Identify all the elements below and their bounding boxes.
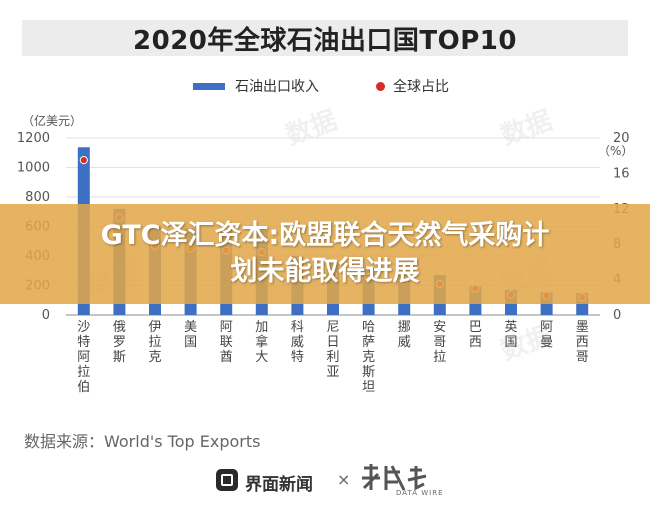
category-label-char: 阿: [77, 350, 90, 365]
legend: 石油出口收入 全球占比: [0, 74, 650, 96]
category-label: 伊拉克: [148, 320, 161, 365]
category-label: 巴西: [469, 320, 482, 350]
category-label-char: 巴: [469, 320, 482, 335]
category-label-char: 大: [255, 350, 268, 365]
category-label-char: 拉: [148, 335, 161, 350]
chart-title: 2020年全球石油出口国TOP10: [22, 20, 628, 56]
share-dot: [79, 156, 88, 165]
banner-text: GTC泽汇资本:欧盟联合天然气采购计 划未能取得进展: [25, 218, 625, 290]
headline-banner: GTC泽汇资本:欧盟联合天然气采购计 划未能取得进展: [0, 204, 650, 304]
category-label-char: 尼: [326, 320, 339, 335]
category-label-char: 阿: [540, 320, 553, 335]
category-label-char: 坦: [362, 380, 375, 395]
source-note: 数据来源：World's Top Exports: [24, 432, 261, 451]
category-label-char: 阿: [220, 320, 233, 335]
footer: 界面新闻 × DATA WIRE: [0, 462, 650, 498]
category-label: 加拿大: [255, 320, 268, 365]
category-label-char: 伊: [148, 320, 161, 335]
category-label-char: 威: [398, 335, 411, 350]
category-label: 阿联酋: [220, 320, 233, 365]
legend-item-bar: 石油出口收入: [193, 76, 319, 96]
category-label-char: 斯: [113, 350, 126, 365]
category-label-char: 加: [255, 320, 268, 335]
footer-separator: ×: [337, 470, 351, 489]
category-label-char: 西: [469, 335, 482, 350]
category-label-char: 哥: [576, 350, 589, 365]
category-label: 挪威: [398, 320, 411, 350]
category-label: 沙特阿拉伯: [77, 320, 90, 395]
category-label-char: 克: [362, 350, 375, 365]
category-label-char: 酋: [220, 349, 233, 365]
category-label-char: 拉: [433, 350, 446, 365]
right-tick-label: 20: [613, 131, 630, 146]
datawire-logo-icon: [362, 464, 427, 491]
category-label-char: 利: [326, 350, 339, 365]
legend-dot-swatch: [376, 81, 385, 91]
category-label-char: 挪: [398, 320, 411, 335]
legend-bar-swatch: [193, 82, 225, 90]
category-label-char: 拿: [255, 334, 268, 350]
category-label-char: 西: [576, 335, 589, 350]
category-label-char: 亚: [326, 365, 339, 380]
category-label: 英国: [504, 320, 517, 350]
category-label-char: 罗: [113, 335, 126, 350]
left-tick-label: 1000: [17, 161, 50, 176]
category-label-char: 国: [504, 335, 517, 350]
banner-line-1: GTC泽汇资本:欧盟联合天然气采购计: [100, 220, 550, 251]
category-label-char: 哥: [433, 335, 446, 350]
category-label-char: 联: [220, 335, 233, 350]
category-label-char: 安: [433, 320, 446, 335]
left-tick-label: 800: [25, 190, 50, 205]
right-tick-label: 0: [613, 308, 621, 323]
left-tick-label: 0: [42, 308, 50, 323]
category-label-char: 拉: [77, 365, 90, 380]
watermark-text: 数据: [497, 106, 556, 152]
category-label-char: 克: [148, 350, 161, 365]
category-label-char: 日: [326, 335, 339, 350]
category-label-char: 英: [504, 320, 517, 335]
legend-item-dot: 全球占比: [376, 76, 449, 96]
datawire-subtext: DATA WIRE: [396, 489, 444, 497]
banner-line-2: 划未能取得进展: [230, 256, 420, 287]
category-label: 尼日利亚: [326, 320, 339, 380]
category-label: 阿曼: [540, 320, 553, 350]
category-label-char: 沙: [77, 320, 90, 335]
legend-bar-label: 石油出口收入: [235, 79, 319, 95]
category-label-char: 国: [184, 335, 197, 350]
category-label: 科威特: [291, 320, 304, 365]
jiemian-logo-icon: [216, 469, 238, 491]
category-label: 哈萨克斯坦: [362, 320, 375, 395]
category-label-char: 哈: [362, 320, 375, 335]
category-label-char: 萨: [362, 335, 375, 350]
category-label: 俄罗斯: [113, 320, 126, 365]
category-label: 墨西哥: [576, 320, 589, 365]
category-label-char: 曼: [540, 335, 553, 350]
category-label-char: 伯: [77, 380, 90, 395]
left-axis-unit: （亿美元）: [22, 113, 82, 128]
category-label: 美国: [184, 320, 197, 350]
left-tick-label: 1200: [17, 131, 50, 146]
category-label-char: 威: [291, 335, 304, 350]
category-label: 安哥拉: [433, 320, 446, 365]
category-label-char: 美: [184, 320, 197, 335]
legend-dot-label: 全球占比: [393, 79, 449, 95]
category-label-char: 特: [291, 350, 304, 365]
category-label-char: 斯: [362, 365, 375, 380]
category-label-char: 墨: [576, 320, 589, 335]
category-label-char: 科: [291, 320, 304, 335]
watermark-text: 数据: [282, 106, 341, 152]
footer-brand: 界面新闻: [245, 475, 313, 495]
category-label-char: 特: [77, 335, 90, 350]
right-tick-label: 16: [613, 166, 630, 181]
right-axis-unit: （%）: [598, 144, 633, 158]
category-label-char: 俄: [113, 320, 126, 335]
